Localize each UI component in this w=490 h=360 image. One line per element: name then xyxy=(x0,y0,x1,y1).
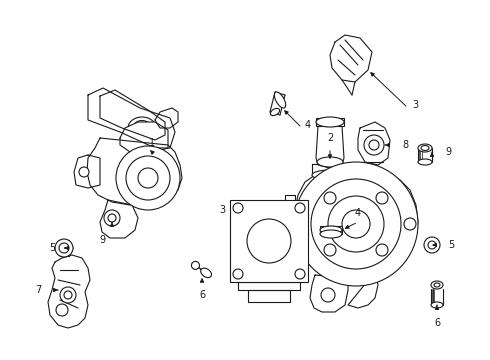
Circle shape xyxy=(376,244,388,256)
Text: 2: 2 xyxy=(327,133,333,143)
Ellipse shape xyxy=(317,157,343,167)
Polygon shape xyxy=(120,122,168,152)
Circle shape xyxy=(233,203,243,213)
Text: 3: 3 xyxy=(412,100,418,110)
Polygon shape xyxy=(348,272,378,308)
Text: 8: 8 xyxy=(402,140,408,150)
Bar xyxy=(316,118,344,126)
Text: 7: 7 xyxy=(35,285,41,295)
Polygon shape xyxy=(316,126,344,168)
Ellipse shape xyxy=(312,170,348,180)
Polygon shape xyxy=(87,138,182,205)
Circle shape xyxy=(108,214,116,222)
Circle shape xyxy=(60,287,76,303)
Polygon shape xyxy=(310,275,348,312)
Polygon shape xyxy=(248,290,290,302)
Text: 9: 9 xyxy=(445,147,451,157)
Ellipse shape xyxy=(201,268,212,278)
Circle shape xyxy=(116,146,180,210)
Bar xyxy=(230,200,308,282)
Polygon shape xyxy=(330,35,372,82)
Circle shape xyxy=(295,203,305,213)
Text: 4: 4 xyxy=(305,120,311,130)
Ellipse shape xyxy=(316,117,344,127)
Polygon shape xyxy=(48,255,90,328)
Circle shape xyxy=(364,135,384,155)
Text: 9: 9 xyxy=(99,235,105,245)
Circle shape xyxy=(324,244,336,256)
Polygon shape xyxy=(358,122,390,165)
Polygon shape xyxy=(318,175,342,185)
Text: 5: 5 xyxy=(448,240,454,250)
Ellipse shape xyxy=(320,226,342,234)
Circle shape xyxy=(109,215,119,225)
Circle shape xyxy=(79,167,89,177)
Polygon shape xyxy=(295,170,418,278)
Ellipse shape xyxy=(418,159,432,165)
Circle shape xyxy=(311,179,401,269)
Circle shape xyxy=(404,218,416,230)
Circle shape xyxy=(376,192,388,204)
Circle shape xyxy=(369,140,379,150)
Ellipse shape xyxy=(421,145,429,150)
Text: 6: 6 xyxy=(199,290,205,300)
Polygon shape xyxy=(238,282,300,290)
Circle shape xyxy=(138,168,158,188)
Circle shape xyxy=(328,196,384,252)
Circle shape xyxy=(233,269,243,279)
Ellipse shape xyxy=(431,281,443,289)
Text: 1: 1 xyxy=(149,138,155,148)
Polygon shape xyxy=(285,195,295,255)
Circle shape xyxy=(428,241,436,249)
Polygon shape xyxy=(312,164,348,175)
Ellipse shape xyxy=(434,283,440,287)
Circle shape xyxy=(55,239,73,257)
Polygon shape xyxy=(100,200,138,238)
Circle shape xyxy=(424,237,440,253)
Text: 4: 4 xyxy=(355,208,361,218)
Polygon shape xyxy=(100,90,165,140)
Ellipse shape xyxy=(320,230,342,238)
Ellipse shape xyxy=(274,92,286,108)
Ellipse shape xyxy=(270,108,280,116)
Circle shape xyxy=(321,288,335,302)
Circle shape xyxy=(247,219,291,263)
Ellipse shape xyxy=(431,302,443,308)
Text: 6: 6 xyxy=(434,318,440,328)
Circle shape xyxy=(126,156,170,200)
Circle shape xyxy=(294,162,418,286)
Circle shape xyxy=(64,291,72,299)
Polygon shape xyxy=(88,88,175,148)
Circle shape xyxy=(104,210,120,226)
Circle shape xyxy=(56,304,68,316)
Ellipse shape xyxy=(418,144,432,152)
Text: 3: 3 xyxy=(219,205,225,215)
Polygon shape xyxy=(74,155,100,188)
Ellipse shape xyxy=(192,261,199,269)
Text: 5: 5 xyxy=(49,243,55,253)
Circle shape xyxy=(296,218,308,230)
Circle shape xyxy=(295,269,305,279)
Circle shape xyxy=(324,192,336,204)
Polygon shape xyxy=(155,108,178,128)
Circle shape xyxy=(342,210,370,238)
Circle shape xyxy=(59,243,69,253)
Bar xyxy=(320,226,342,234)
